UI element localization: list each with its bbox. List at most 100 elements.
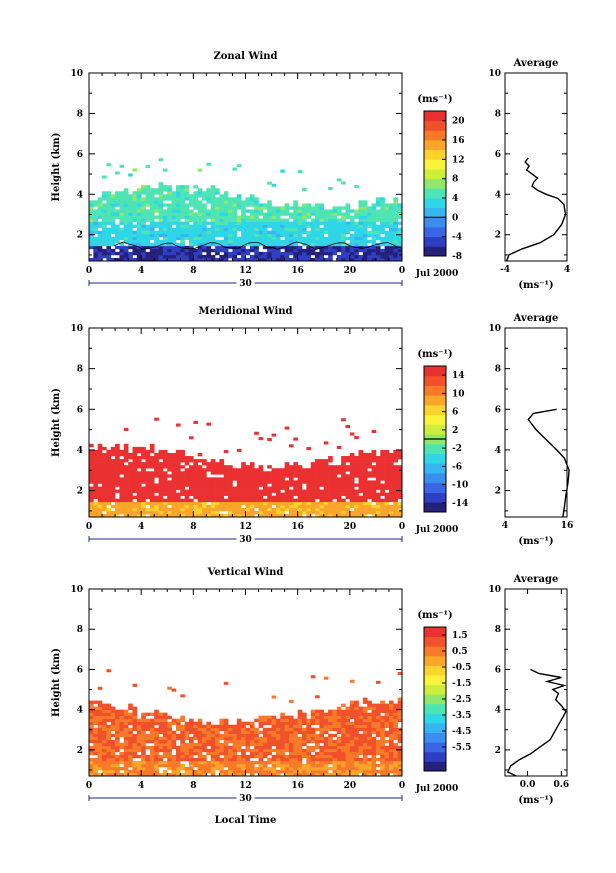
- heatmap-cell: [219, 209, 225, 213]
- heatmap-cell: [236, 736, 242, 741]
- heatmap-cell: [267, 504, 272, 509]
- heatmap-cell: [254, 486, 259, 490]
- heatmap-cell: [236, 733, 242, 738]
- heatmap-cell: [288, 480, 294, 484]
- heatmap-cell: [271, 239, 277, 244]
- heatmap-cell: [145, 718, 151, 723]
- heatmap-cell: [380, 227, 385, 231]
- heatmap-cell: [297, 236, 303, 241]
- heatmap-cell: [219, 203, 225, 207]
- heatmap-cell: [206, 733, 212, 738]
- heatmap-cell: [193, 254, 198, 259]
- heatmap-cell: [188, 459, 194, 463]
- heatmap-cell: [132, 733, 138, 738]
- heatmap-cell: [236, 227, 242, 231]
- heatmap-cell: [284, 745, 290, 750]
- heatmap-cell: [149, 760, 155, 765]
- heatmap-cell: [354, 513, 359, 518]
- heatmap-cell: [384, 462, 390, 466]
- heatmap-cell: [367, 703, 372, 707]
- heatmap-cell: [232, 733, 238, 738]
- heatmap-cell: [175, 185, 181, 189]
- heatmap-cell: [136, 215, 142, 219]
- heatmap-cell: [154, 760, 159, 765]
- heatmap-cell: [158, 492, 164, 496]
- heatmap-cell: [184, 206, 190, 210]
- heatmap-cell: [115, 449, 120, 454]
- heatmap-cell: [362, 727, 368, 732]
- heatmap-cell: [328, 230, 333, 235]
- heatmap-cell: [241, 245, 246, 250]
- heatmap-cell: [262, 715, 268, 719]
- heatmap-cell: [354, 718, 359, 723]
- heatmap-cell: [149, 748, 155, 753]
- heatmap-cell: [241, 513, 246, 518]
- heatmap-cell: [384, 733, 390, 738]
- heatmap-cell: [236, 474, 242, 478]
- heatmap-cell: [362, 462, 368, 466]
- heatmap-cell: [362, 477, 368, 481]
- heatmap-cell: [106, 706, 112, 710]
- heatmap-cell: [349, 736, 355, 741]
- heatmap-cell: [280, 221, 285, 225]
- heatmap-cell: [215, 760, 220, 765]
- heatmap-cell: [336, 209, 342, 213]
- heatmap-cell: [171, 465, 177, 469]
- heatmap-cell: [336, 236, 342, 241]
- heatmap-cell: [106, 763, 112, 768]
- heatmap-cell: [158, 772, 164, 777]
- heatmap-cell: [115, 763, 120, 768]
- heatmap-cell: [380, 200, 385, 204]
- heatmap-cell: [280, 169, 285, 173]
- heatmap-cell: [267, 495, 272, 500]
- heatmap-cell: [288, 474, 294, 478]
- heatmap-cell: [280, 760, 285, 765]
- heatmap-cell: [136, 507, 142, 512]
- heatmap-cell: [236, 480, 242, 484]
- heatmap-cell: [384, 721, 390, 726]
- heatmap-cell: [380, 501, 385, 506]
- heatmap-cell: [210, 507, 216, 512]
- heatmap-cell: [102, 452, 107, 457]
- y-tick-label: 8: [77, 109, 83, 119]
- heatmap-cell: [171, 760, 177, 765]
- heatmap-cell: [271, 242, 277, 247]
- heatmap-cell: [341, 763, 346, 768]
- heatmap-cell: [297, 718, 303, 723]
- heatmap-cell: [149, 489, 155, 493]
- heatmap-cell: [397, 703, 403, 707]
- heatmap-cell: [202, 191, 207, 195]
- heatmap-cell: [171, 501, 177, 506]
- heatmap-cell: [128, 215, 133, 219]
- heatmap-cell: [154, 772, 159, 777]
- heatmap-cell: [275, 221, 281, 225]
- heatmap-cell: [328, 727, 333, 732]
- heatmap-cell: [145, 736, 151, 741]
- heatmap-cell: [397, 221, 403, 225]
- heatmap-cell: [162, 730, 168, 735]
- heatmap-cell: [345, 706, 351, 710]
- heatmap-cell: [336, 495, 342, 500]
- heatmap-cell: [288, 471, 294, 475]
- heatmap-cell: [106, 736, 112, 741]
- heatmap-cell: [349, 501, 355, 506]
- heatmap-cell: [271, 206, 277, 210]
- heatmap-cell: [245, 468, 251, 472]
- heatmap-cell: [254, 751, 259, 756]
- heatmap-cell: [110, 480, 116, 484]
- heatmap-cell: [136, 224, 142, 228]
- heatmap-cell: [375, 751, 381, 756]
- heatmap-cell: [228, 221, 233, 225]
- heatmap-cell: [354, 721, 359, 726]
- heatmap-cell: [119, 772, 125, 777]
- heatmap-cell: [215, 483, 220, 487]
- heatmap-cell: [358, 733, 364, 738]
- heatmap-cell: [89, 480, 94, 484]
- heatmap-cell: [297, 745, 303, 750]
- heatmap-cell: [184, 245, 190, 250]
- heatmap-cell: [128, 751, 133, 756]
- heatmap-cell: [171, 452, 177, 457]
- heatmap-cell: [258, 718, 264, 723]
- heatmap-cell: [306, 730, 312, 735]
- heatmap-cell: [202, 757, 207, 762]
